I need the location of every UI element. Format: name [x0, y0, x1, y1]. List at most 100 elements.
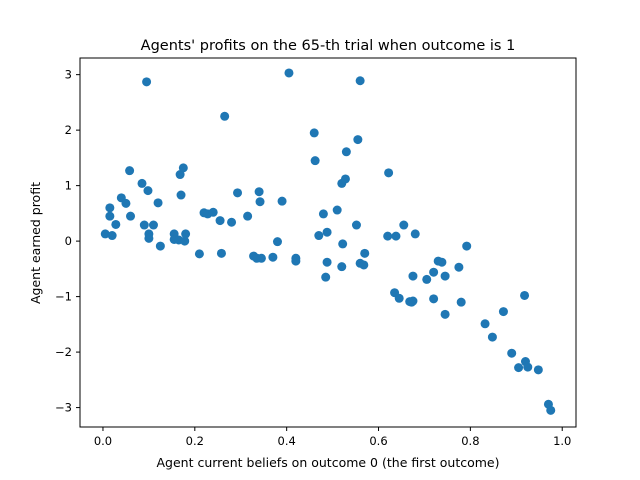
- data-point: [142, 77, 152, 87]
- data-point: [462, 241, 472, 251]
- data-point: [456, 297, 466, 307]
- data-point: [180, 236, 190, 246]
- y-tick-label: 3: [65, 68, 72, 82]
- x-tick-label: 0.0: [94, 434, 112, 448]
- data-point: [340, 174, 350, 184]
- data-point: [121, 198, 131, 208]
- data-point: [353, 135, 363, 145]
- data-point: [243, 211, 253, 221]
- data-point: [454, 262, 464, 272]
- data-point: [384, 168, 394, 178]
- data-point: [429, 294, 439, 304]
- data-point: [155, 241, 165, 251]
- data-point: [408, 271, 418, 281]
- y-tick-label: −1: [55, 290, 72, 304]
- data-point: [410, 229, 420, 239]
- data-point: [153, 198, 163, 208]
- y-axis-label: Agent earned profit: [28, 182, 43, 304]
- data-point: [284, 68, 294, 78]
- data-point: [355, 76, 365, 86]
- data-point: [148, 220, 158, 230]
- data-point: [194, 249, 204, 259]
- data-point: [255, 197, 265, 207]
- data-point: [322, 227, 332, 237]
- data-point: [318, 209, 328, 219]
- data-point: [440, 271, 450, 281]
- y-tick-label: 0: [65, 234, 72, 248]
- y-tick-label: 2: [65, 123, 72, 137]
- axes-frame: [79, 57, 577, 428]
- data-point: [399, 220, 409, 230]
- data-point: [332, 205, 342, 215]
- data-point: [176, 190, 186, 200]
- data-point: [391, 231, 401, 241]
- data-point: [351, 220, 361, 230]
- data-point: [233, 188, 243, 198]
- data-point: [440, 309, 450, 319]
- data-point: [507, 348, 517, 358]
- data-point: [100, 229, 110, 239]
- data-point: [178, 163, 188, 173]
- data-point: [309, 128, 319, 138]
- data-point: [126, 211, 136, 221]
- data-point: [268, 252, 278, 262]
- data-point: [338, 239, 348, 249]
- data-point: [480, 319, 490, 329]
- data-point: [322, 257, 332, 267]
- data-point: [215, 216, 225, 226]
- x-tick-label: 0.8: [461, 434, 479, 448]
- data-point: [394, 293, 404, 303]
- data-point: [107, 231, 117, 241]
- data-point: [227, 217, 237, 227]
- data-point: [341, 147, 351, 157]
- data-point: [429, 267, 439, 277]
- data-point: [105, 203, 115, 213]
- data-point: [321, 272, 331, 282]
- x-tick-label: 0.6: [369, 434, 387, 448]
- data-point: [144, 233, 154, 243]
- y-tick-label: −3: [55, 401, 72, 415]
- data-point: [291, 256, 301, 266]
- data-point: [310, 156, 320, 166]
- data-point: [383, 231, 393, 241]
- data-point: [137, 178, 147, 188]
- data-point: [181, 229, 191, 239]
- data-point: [139, 220, 149, 230]
- data-point: [360, 248, 370, 258]
- data-point: [125, 166, 135, 176]
- x-axis-label: Agent current beliefs on outcome 0 (the …: [157, 455, 500, 470]
- data-point: [422, 274, 432, 284]
- x-tick-label: 0.2: [186, 434, 204, 448]
- x-axis-ticks: 0.0 0.2 0.4 0.6 0.8 1.0: [94, 427, 571, 448]
- data-point: [523, 362, 533, 372]
- data-point: [208, 207, 218, 217]
- data-point: [220, 111, 230, 121]
- data-point: [277, 196, 287, 206]
- data-point: [533, 365, 543, 375]
- y-tick-label: −2: [55, 345, 72, 359]
- data-point: [105, 211, 115, 221]
- data-point: [546, 405, 556, 415]
- y-tick-label: 1: [65, 179, 72, 193]
- x-tick-label: 1.0: [553, 434, 571, 448]
- data-point: [175, 170, 185, 180]
- data-point: [498, 307, 508, 317]
- data-point: [314, 231, 324, 241]
- data-point: [111, 219, 121, 229]
- data-point: [487, 332, 497, 342]
- y-axis-ticks: −3 −2 −1 0 1 2 3: [55, 68, 80, 415]
- chart-title: Agents' profits on the 65-th trial when …: [141, 38, 516, 54]
- data-point: [256, 253, 266, 263]
- data-point: [254, 187, 264, 197]
- data-point: [514, 363, 524, 373]
- data-point: [359, 260, 369, 270]
- data-point: [408, 296, 418, 306]
- data-points-layer: [100, 68, 556, 415]
- data-point: [437, 257, 447, 267]
- data-point: [143, 186, 153, 196]
- data-point: [337, 262, 347, 272]
- data-point: [520, 290, 530, 300]
- data-point: [216, 248, 226, 258]
